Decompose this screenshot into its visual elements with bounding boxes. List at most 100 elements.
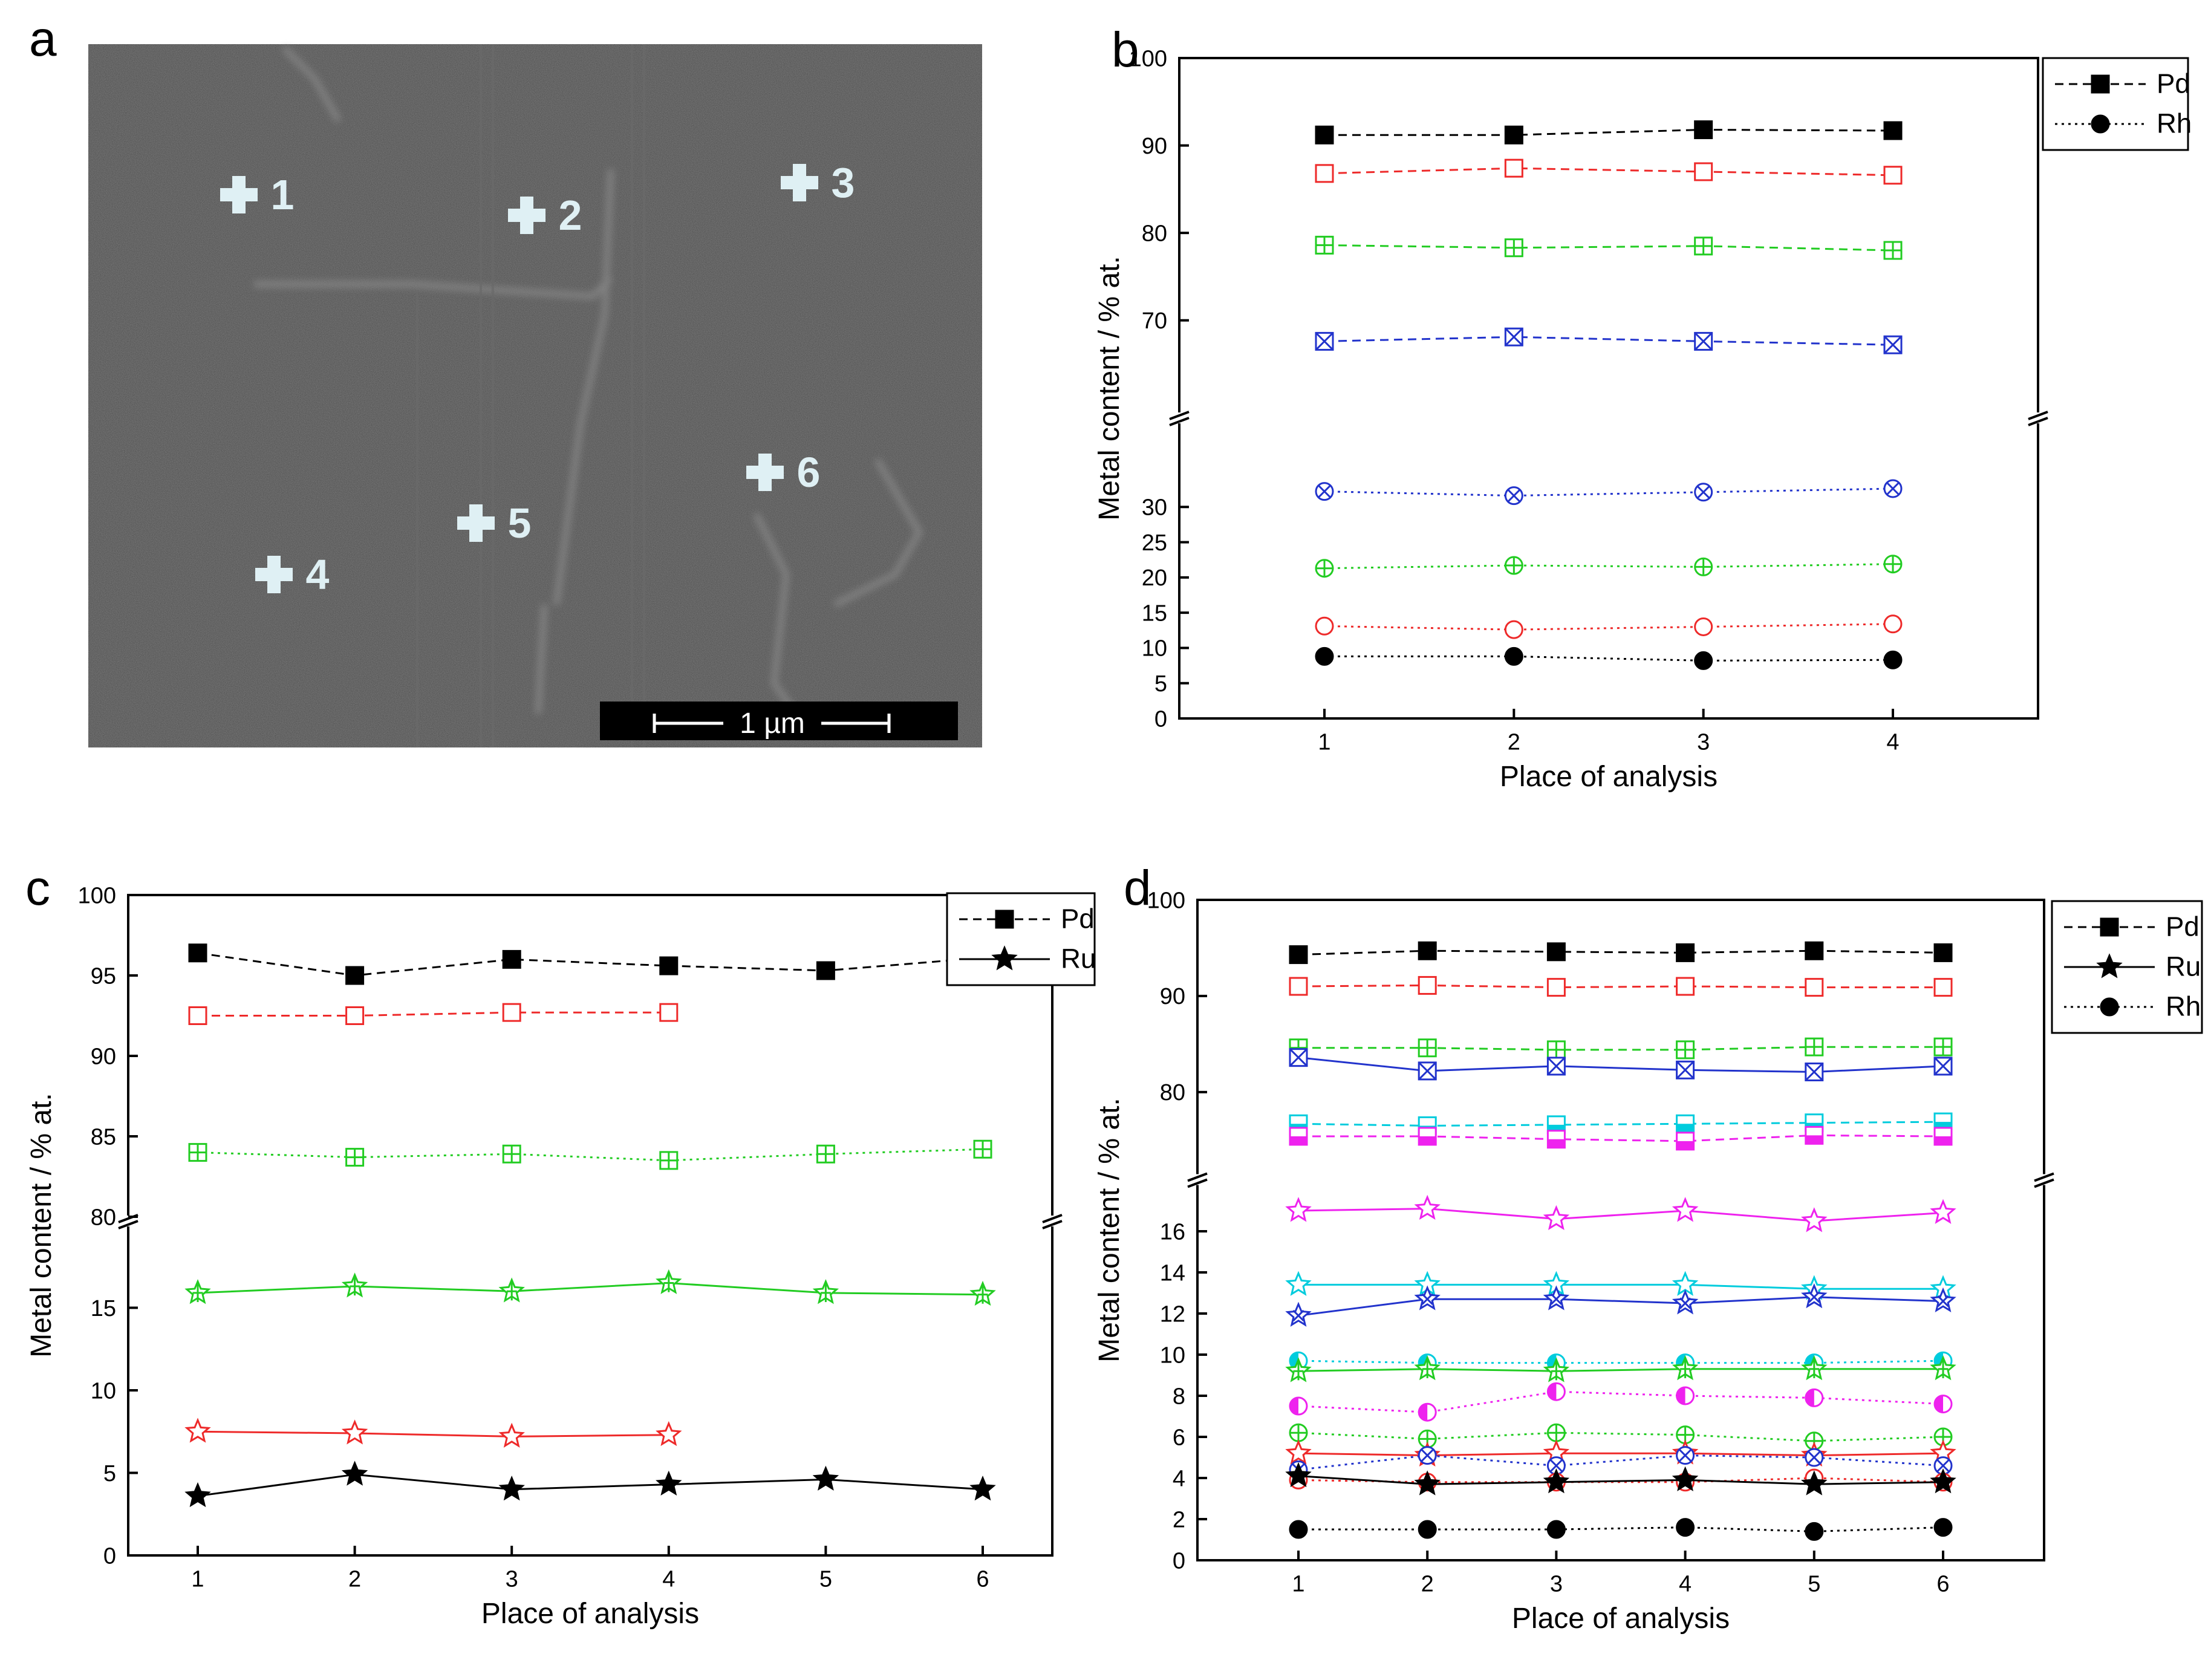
series-rh-11 — [1289, 1382, 1953, 1422]
data-point — [995, 910, 1014, 929]
series-line — [1324, 167, 1894, 177]
x-tick-label: 2 — [1508, 729, 1520, 755]
data-point — [1546, 978, 1566, 997]
series-line — [1298, 984, 1943, 989]
series-line — [197, 1473, 983, 1497]
x-tick-label: 2 — [1421, 1571, 1434, 1597]
data-point — [498, 1277, 525, 1303]
data-point — [1930, 1287, 1956, 1313]
analysis-marker-6: 6 — [746, 449, 820, 496]
data-point — [1676, 1386, 1695, 1405]
axis-break — [118, 1214, 1063, 1229]
data-point — [1418, 1402, 1437, 1422]
series-rh-12 — [1289, 1423, 1953, 1451]
data-point — [1289, 1423, 1308, 1442]
series-pd-1 — [188, 1003, 679, 1025]
series-pd-0 — [188, 943, 992, 985]
series-rh-7 — [1315, 646, 1903, 670]
data-point — [1801, 1283, 1828, 1309]
y-tick-label: 100 — [1147, 888, 1185, 913]
data-point — [341, 1460, 368, 1486]
marker-cross-v — [267, 556, 281, 593]
data-point — [1883, 241, 1903, 260]
series-line — [197, 1430, 669, 1437]
data-point — [1694, 331, 1713, 351]
series-ru-4 — [184, 1418, 682, 1448]
data-point — [812, 1279, 839, 1304]
data-point — [1805, 978, 1824, 997]
data-point — [1414, 1355, 1441, 1381]
data-point — [1418, 1127, 1437, 1146]
y-tick-label: 15 — [1142, 601, 1167, 626]
data-point — [1883, 166, 1903, 185]
marker-cross-v — [758, 454, 772, 491]
series-line — [1298, 1134, 1944, 1142]
data-point — [1883, 650, 1903, 669]
y-tick-label: 85 — [91, 1124, 116, 1150]
legend-item-ru: Ru — [959, 943, 1096, 974]
series-pd-3 — [1289, 1048, 1953, 1081]
x-tick-label: 1 — [1318, 729, 1330, 755]
series-line — [1324, 623, 1894, 631]
series-line — [1324, 655, 1894, 662]
legend-label: Rh — [2157, 108, 2192, 138]
data-point — [1883, 555, 1903, 574]
analysis-marker-label: 1 — [271, 171, 295, 218]
legend: Pd Ru — [946, 892, 1096, 986]
analysis-marker-label: 4 — [306, 551, 330, 598]
data-point — [188, 1143, 207, 1162]
data-point — [498, 1475, 525, 1501]
x-axis-title: Place of analysis — [481, 1598, 699, 1630]
x-tick-label: 1 — [1292, 1571, 1304, 1597]
legend-label: Pd — [2157, 68, 2190, 99]
legend-box — [2042, 57, 2189, 151]
panel-label-a: a — [29, 11, 57, 67]
analysis-marker-2: 2 — [508, 192, 582, 239]
legend-item-rh: Rh — [2055, 108, 2192, 138]
series-line — [1298, 1368, 1943, 1372]
data-point — [1805, 1388, 1824, 1407]
data-point — [1414, 1194, 1441, 1220]
data-point — [1676, 1446, 1695, 1465]
series-rh-6 — [1315, 614, 1903, 639]
analysis-marker-3: 3 — [781, 159, 855, 206]
sem-micrograph: 1 µm 1 2 3 4 5 6 — [88, 44, 982, 747]
data-point — [1933, 1127, 1953, 1146]
y-axis-title: Metal content / % at. — [25, 1093, 57, 1358]
analysis-marker-label: 3 — [832, 159, 855, 206]
y-axis-ticks: 0 5 10 15 20 25 30 70 80 90 100 — [1129, 46, 1189, 732]
legend-label: Ru — [2166, 951, 2201, 982]
legend: Pd Ru Rh — [2051, 900, 2203, 1034]
data-point — [1504, 620, 1523, 639]
data-point — [1504, 556, 1523, 575]
y-tick-label: 10 — [91, 1378, 116, 1404]
x-tick-label: 4 — [1679, 1571, 1692, 1597]
legend-label: Pd — [1061, 903, 1095, 934]
data-point — [1883, 121, 1903, 140]
x-tick-label: 5 — [819, 1566, 832, 1592]
data-point — [1930, 1199, 1956, 1224]
data-point — [1930, 1468, 1956, 1494]
x-tick-label: 3 — [506, 1566, 518, 1592]
y-tick-label: 25 — [1142, 530, 1167, 556]
y-axis-title: Metal content / % at. — [1093, 256, 1125, 521]
data-point — [1543, 1357, 1570, 1382]
legend-item-pd: Pd — [959, 903, 1095, 934]
data-point — [1672, 1466, 1699, 1491]
legend-item-rh: Rh — [2064, 991, 2201, 1021]
data-point — [991, 945, 1018, 971]
data-point — [345, 1148, 365, 1167]
data-point — [1805, 941, 1824, 960]
series-line — [1298, 1121, 1944, 1127]
data-point — [656, 1470, 682, 1496]
data-point — [656, 1269, 682, 1294]
axis-break — [1169, 411, 2048, 426]
marker-cross-v — [469, 504, 483, 542]
data-point — [1883, 614, 1903, 634]
data-point — [1694, 236, 1713, 256]
data-point — [1315, 646, 1334, 666]
data-point — [1546, 1456, 1566, 1476]
series-line — [1324, 563, 1894, 570]
data-point — [1315, 482, 1334, 501]
x-tick-label: 5 — [1808, 1571, 1820, 1597]
